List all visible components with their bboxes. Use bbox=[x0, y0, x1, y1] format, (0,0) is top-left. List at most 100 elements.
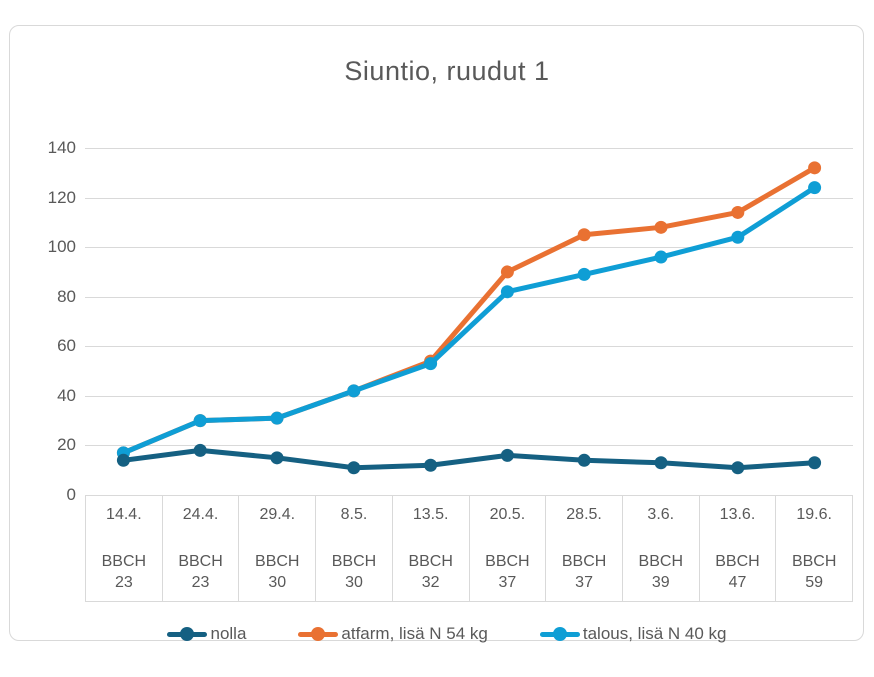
series-point-nolla[interactable] bbox=[808, 456, 822, 470]
legend-dot-icon bbox=[552, 627, 567, 641]
series-line-atfarm[interactable] bbox=[120, 165, 818, 456]
date-label: 29.4. bbox=[259, 506, 296, 523]
bbch-label: BBCH 23 bbox=[101, 553, 147, 591]
date-label: 19.6. bbox=[796, 506, 832, 523]
bbch-label: BBCH 37 bbox=[561, 553, 607, 591]
date-label: 13.6. bbox=[719, 506, 756, 523]
x-table-cell: 24.4. BBCH 23 bbox=[161, 496, 239, 601]
legend-label: talous, lisä N 40 kg bbox=[582, 624, 727, 643]
bbch-value: 37 bbox=[498, 574, 517, 591]
gridline bbox=[85, 247, 853, 249]
series-point-atfarm[interactable] bbox=[577, 228, 591, 242]
x-table-cell: 8.5. BBCH 30 bbox=[315, 496, 392, 601]
legend-dot-icon bbox=[180, 627, 195, 641]
bbch-value: 37 bbox=[575, 574, 593, 591]
gridline bbox=[85, 395, 853, 397]
series-point-talous[interactable] bbox=[116, 446, 130, 460]
bbch-value: 30 bbox=[345, 574, 363, 591]
series-point-talous[interactable] bbox=[654, 250, 668, 264]
gridline bbox=[85, 445, 853, 447]
date-label: 20.5. bbox=[489, 506, 526, 523]
chart-title: Siuntio, ruudut 1 bbox=[344, 56, 550, 86]
bbch-label: BBCH 37 bbox=[485, 553, 530, 591]
series-point-talous[interactable] bbox=[731, 230, 745, 244]
series-point-talous[interactable] bbox=[270, 411, 284, 425]
legend-item-atfarm[interactable]: atfarm, lisä N 54 kg bbox=[298, 624, 488, 644]
y-tick-label: 100 bbox=[47, 237, 76, 257]
bbch-label: BBCH 32 bbox=[408, 553, 453, 591]
x-table-cell: 28.5. BBCH 37 bbox=[545, 496, 622, 601]
bbch-label: BBCH 30 bbox=[255, 553, 300, 591]
series-point-nolla[interactable] bbox=[577, 453, 591, 467]
x-table-cell: 13.6. BBCH 47 bbox=[698, 496, 776, 601]
bbch-value: 23 bbox=[114, 574, 133, 591]
x-table-cell: 19.6. BBCH 59 bbox=[775, 496, 854, 601]
series-point-nolla[interactable] bbox=[347, 461, 361, 475]
bbch-value: 32 bbox=[421, 574, 440, 591]
series-point-nolla[interactable] bbox=[116, 453, 130, 467]
legend-marker-icon bbox=[167, 627, 208, 641]
date-label: 28.5. bbox=[566, 506, 602, 523]
series-point-nolla[interactable] bbox=[731, 461, 745, 475]
legend-label: nolla bbox=[210, 624, 247, 643]
series-point-atfarm[interactable] bbox=[116, 446, 130, 460]
series-point-talous[interactable] bbox=[424, 357, 438, 371]
bbch-value: 23 bbox=[191, 574, 210, 591]
legend-marker-icon bbox=[539, 627, 580, 641]
bbch-label: BBCH 30 bbox=[331, 553, 377, 591]
bbch-value: 30 bbox=[268, 574, 287, 591]
bbch-label: BBCH 39 bbox=[638, 553, 683, 591]
series-point-atfarm[interactable] bbox=[654, 220, 668, 234]
x-axis-table: 14.4. BBCH 23 24.4. BBCH 23 29.4. BBCH 30 8.5. BBC… bbox=[85, 495, 854, 602]
series-point-talous[interactable] bbox=[193, 414, 207, 428]
legend-marker-icon bbox=[298, 627, 339, 641]
y-tick-label: 60 bbox=[57, 336, 76, 356]
date-label: 14.4. bbox=[106, 506, 142, 523]
bbch-value: 39 bbox=[651, 574, 670, 591]
bbch-label: BBCH 59 bbox=[791, 553, 837, 591]
bbch-value: 47 bbox=[728, 574, 747, 591]
gridline bbox=[85, 197, 853, 199]
legend-item-talous[interactable]: talous, lisä N 40 kg bbox=[539, 624, 727, 644]
legend-label: atfarm, lisä N 54 kg bbox=[341, 624, 488, 643]
y-tick-label: 40 bbox=[57, 385, 76, 405]
date-label: 24.4. bbox=[182, 506, 219, 523]
series-point-atfarm[interactable] bbox=[270, 411, 284, 425]
y-tick-label: 140 bbox=[47, 138, 76, 157]
series-line-talous[interactable] bbox=[120, 185, 818, 456]
gridline bbox=[85, 346, 853, 348]
x-table-cell: 20.5. BBCH 37 bbox=[468, 496, 546, 601]
chart-frame[interactable]: Siuntio, ruudut 1 0 20 40 60 80 100 120 140 14.… bbox=[9, 25, 864, 643]
date-label: 8.5. bbox=[340, 506, 368, 523]
y-tick-label: 20 bbox=[57, 435, 76, 455]
series-point-atfarm[interactable] bbox=[500, 265, 514, 279]
gridline bbox=[85, 148, 853, 149]
legend-dot-icon bbox=[311, 627, 326, 641]
x-table-cell: 14.4. BBCH 23 bbox=[85, 496, 162, 601]
date-label: 3.6. bbox=[647, 506, 675, 523]
series-point-atfarm[interactable] bbox=[193, 414, 207, 428]
x-table-cell: 29.4. BBCH 30 bbox=[238, 496, 315, 601]
series-point-nolla[interactable] bbox=[654, 456, 668, 470]
bbch-label: BBCH 23 bbox=[178, 553, 223, 591]
y-tick-label: 120 bbox=[47, 187, 76, 207]
gridline bbox=[85, 296, 853, 298]
series-point-nolla[interactable] bbox=[500, 448, 514, 462]
series-point-nolla[interactable] bbox=[424, 458, 438, 472]
legend: nolla atfarm, lisä N 54 kg talous, lisä N … bbox=[10, 624, 874, 644]
series-line-nolla[interactable] bbox=[120, 447, 818, 471]
y-tick-label: 80 bbox=[57, 286, 76, 306]
series-point-nolla[interactable] bbox=[270, 451, 284, 465]
series-point-talous[interactable] bbox=[577, 267, 591, 281]
legend-item-nolla[interactable]: nolla bbox=[167, 624, 246, 644]
bbch-label: BBCH 47 bbox=[715, 553, 760, 591]
series-point-atfarm[interactable] bbox=[424, 354, 438, 368]
series-point-atfarm[interactable] bbox=[731, 205, 745, 219]
y-tick-label: 0 bbox=[66, 485, 76, 504]
date-label: 13.5. bbox=[412, 506, 449, 523]
series-point-talous[interactable] bbox=[808, 181, 822, 195]
bbch-value: 59 bbox=[805, 574, 824, 591]
x-table-cell: 13.5. BBCH 32 bbox=[391, 496, 469, 601]
x-table-cell: 3.6. BBCH 39 bbox=[621, 496, 699, 601]
series-point-atfarm[interactable] bbox=[808, 161, 822, 175]
